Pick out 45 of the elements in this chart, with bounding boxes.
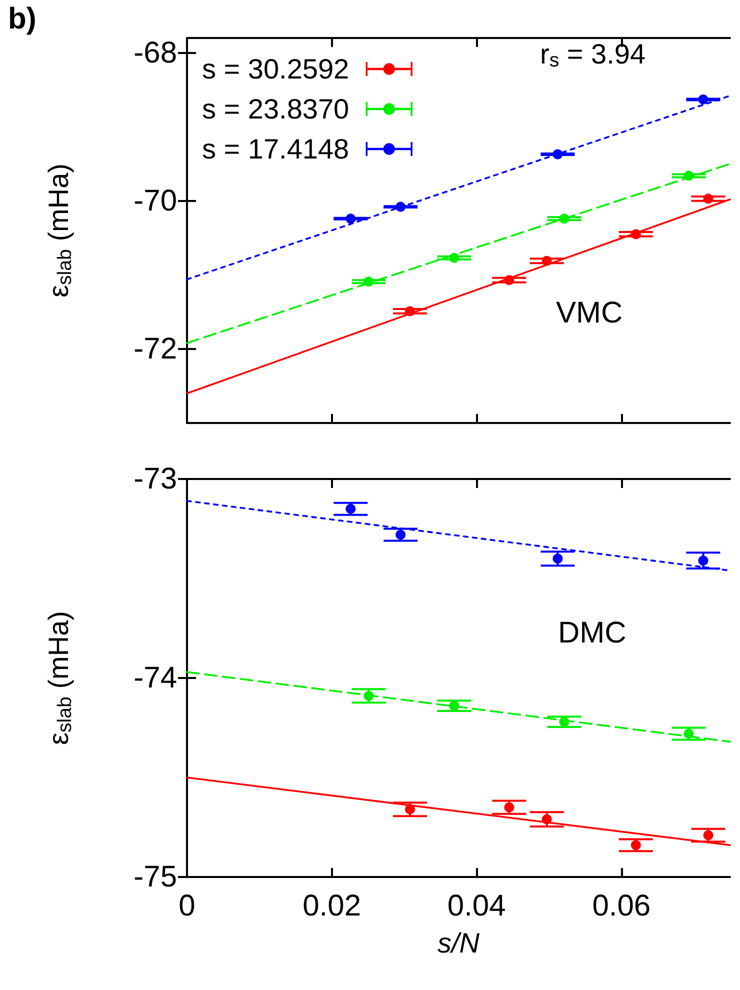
- point: [684, 728, 694, 739]
- point: [405, 306, 415, 316]
- point: [703, 194, 714, 204]
- point: [542, 256, 552, 266]
- y-tick-label: -75: [134, 860, 177, 894]
- point: [630, 840, 641, 850]
- point: [449, 252, 460, 263]
- legend-label: s = 30.2592: [202, 54, 350, 84]
- point: [396, 530, 406, 540]
- point: [703, 830, 714, 840]
- point: [346, 504, 356, 514]
- y-axis-title: εslab (mHa): [43, 611, 76, 745]
- point: [542, 814, 552, 824]
- text: b): [8, 2, 36, 36]
- y-tick-label: -73: [134, 462, 177, 496]
- point: [552, 554, 563, 564]
- y-axis-title: εslab (mHa): [43, 164, 76, 298]
- annotation: VMC: [556, 296, 623, 330]
- point: [684, 170, 694, 181]
- point: [405, 804, 415, 814]
- point: [504, 802, 514, 812]
- point: [396, 202, 406, 212]
- annotation: DMC: [558, 616, 626, 650]
- point: [364, 276, 374, 287]
- y-tick-label: -68: [134, 36, 177, 70]
- point: [559, 214, 570, 224]
- x-tick-label: 0.04: [447, 890, 506, 922]
- x-axis-title: s/N: [438, 928, 480, 958]
- point: [449, 700, 460, 711]
- point: [698, 556, 708, 566]
- x-tick-label: 0.06: [592, 890, 651, 922]
- point: [552, 149, 563, 160]
- y-tick-label: -72: [134, 332, 177, 366]
- legend-label: s = 17.4148: [202, 134, 350, 164]
- y-tick-label: -70: [134, 184, 177, 218]
- point: [559, 716, 570, 727]
- point: [364, 690, 374, 701]
- x-tick-label: 0: [178, 890, 196, 922]
- point: [630, 229, 641, 240]
- x-tick-label: 0.02: [302, 890, 361, 922]
- point: [504, 275, 514, 286]
- legend-label: s = 23.8370: [202, 94, 350, 124]
- y-tick-label: -74: [134, 662, 177, 694]
- point: [346, 214, 356, 224]
- point: [698, 94, 708, 104]
